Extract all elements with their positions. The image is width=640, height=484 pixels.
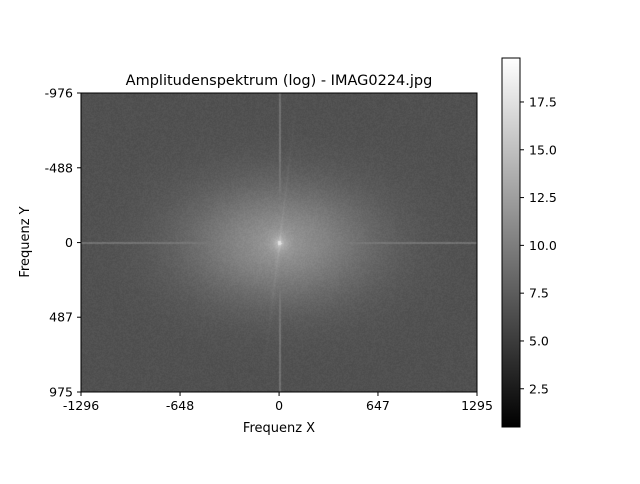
chart-title: Amplitudenspektrum (log) - IMAG0224.jpg bbox=[126, 73, 433, 89]
colorbar-tick-label: 17.5 bbox=[529, 94, 557, 109]
y-tick-label: -976 bbox=[45, 86, 73, 101]
colorbar-tick-label: 7.5 bbox=[529, 286, 549, 301]
colorbar-tick-label: 15.0 bbox=[529, 142, 557, 157]
y-tick-label: 487 bbox=[49, 310, 73, 325]
heatmap-image bbox=[81, 93, 477, 392]
colorbar-tick-label: 12.5 bbox=[529, 190, 557, 205]
x-tick-label: -648 bbox=[166, 398, 194, 413]
x-axis-label: Frequenz X bbox=[243, 421, 315, 436]
y-tick-label: 975 bbox=[49, 385, 73, 400]
x-tick-label: 1295 bbox=[461, 398, 493, 413]
colorbar-ticks: 2.5 5.0 7.5 10.0 12.5 15.0 17.5 bbox=[520, 94, 557, 396]
y-tick-label: 0 bbox=[65, 235, 73, 250]
colorbar-tick-label: 2.5 bbox=[529, 381, 549, 396]
colorbar-tick-label: 10.0 bbox=[529, 238, 557, 253]
x-tick-label: 0 bbox=[275, 398, 283, 413]
x-tick-label: -1296 bbox=[63, 398, 99, 413]
y-axis-ticks: -976 -488 0 487 975 bbox=[45, 86, 81, 400]
colorbar bbox=[501, 57, 521, 428]
y-axis-label: Frequenz Y bbox=[18, 206, 33, 277]
x-axis-ticks: -1296 -648 0 647 1295 bbox=[63, 392, 493, 413]
y-tick-label: -488 bbox=[45, 160, 73, 175]
colorbar-tick-label: 5.0 bbox=[529, 333, 549, 348]
x-tick-label: 647 bbox=[366, 398, 390, 413]
spectrum-image bbox=[81, 93, 477, 392]
